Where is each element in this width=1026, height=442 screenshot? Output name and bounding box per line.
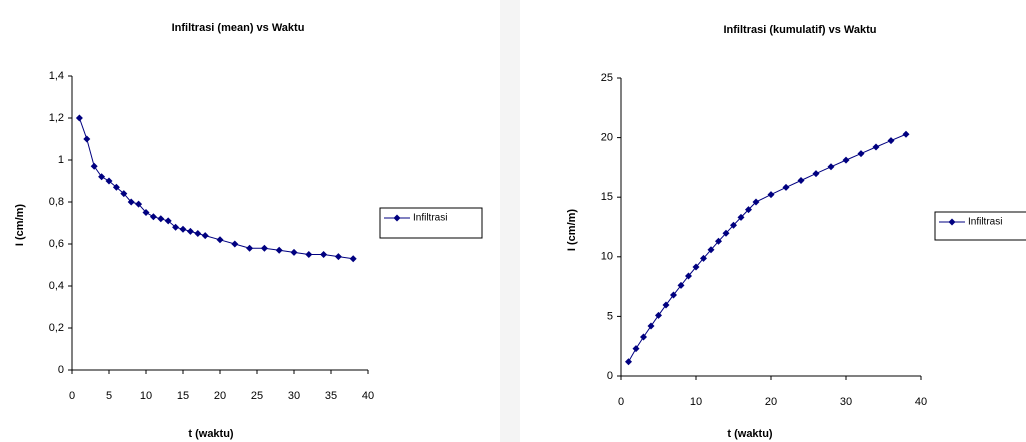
y-tick-label: 0 <box>607 370 613 382</box>
legend-label: Infiltrasi <box>413 213 447 224</box>
x-tick-label: 5 <box>106 390 112 402</box>
y-tick-label: 25 <box>601 72 613 84</box>
y-tick-label: 0,2 <box>49 322 64 334</box>
x-tick-label: 40 <box>362 390 374 402</box>
x-axis-label: t (waktu) <box>727 428 773 440</box>
x-axis-label: t (waktu) <box>188 428 234 440</box>
charts: Infiltrasi (mean) vs Waktu t (waktu) I (cm… <box>0 0 1026 442</box>
legend-label: Infiltrasi <box>968 217 1002 228</box>
x-tick-label: 10 <box>140 390 152 402</box>
page: Infiltrasi (mean) vs Waktu t (waktu) I (cm… <box>0 0 1026 442</box>
x-tick-label: 25 <box>251 390 263 402</box>
x-tick-label: 15 <box>177 390 189 402</box>
y-tick-label: 0,4 <box>49 280 64 292</box>
y-axis-label: I (cm/m) <box>566 209 578 252</box>
x-tick-label: 40 <box>915 396 927 408</box>
chart-title: Infiltrasi (kumulatif) vs Waktu <box>723 24 876 36</box>
y-tick-label: 1,2 <box>49 112 64 124</box>
y-tick-label: 10 <box>601 251 613 263</box>
x-tick-label: 30 <box>288 390 300 402</box>
y-tick-label: 0,8 <box>49 196 64 208</box>
y-tick-label: 0,6 <box>49 238 64 250</box>
chart-title: Infiltrasi (mean) vs Waktu <box>172 22 305 34</box>
x-tick-label: 20 <box>765 396 777 408</box>
y-axis-label: I (cm/m) <box>14 204 26 247</box>
y-tick-label: 0 <box>58 364 64 376</box>
y-tick-label: 5 <box>607 310 613 322</box>
x-tick-label: 0 <box>618 396 624 408</box>
x-tick-label: 20 <box>214 390 226 402</box>
y-tick-label: 20 <box>601 132 613 144</box>
y-tick-label: 15 <box>601 191 613 203</box>
x-tick-label: 0 <box>69 390 75 402</box>
x-tick-label: 30 <box>840 396 852 408</box>
y-tick-label: 1,4 <box>49 70 64 82</box>
y-tick-label: 1 <box>58 154 64 166</box>
x-tick-label: 35 <box>325 390 337 402</box>
x-tick-label: 10 <box>690 396 702 408</box>
